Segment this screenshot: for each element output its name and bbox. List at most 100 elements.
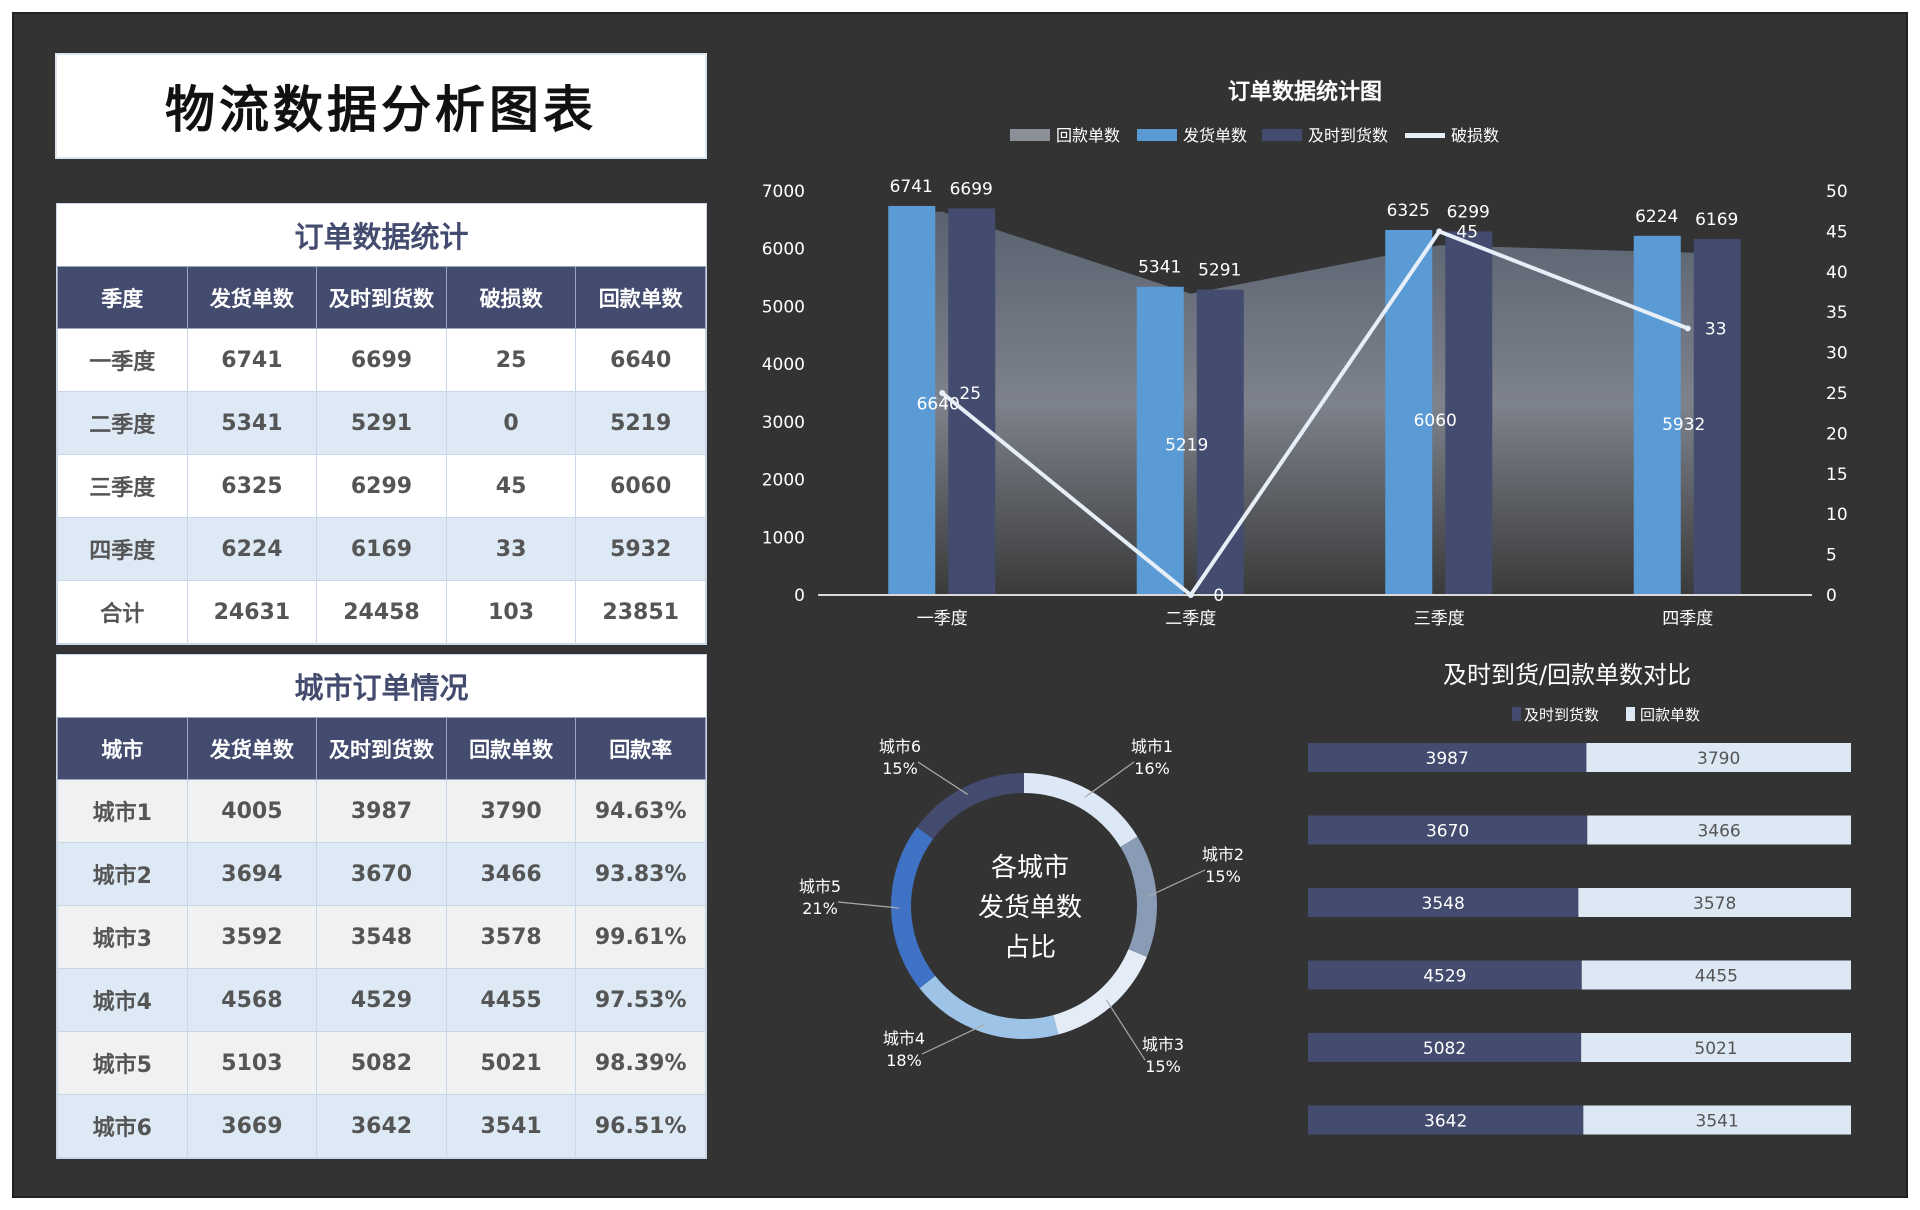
table-cell: 3548: [316, 905, 447, 969]
order-stats-table: 订单数据统计 季度 发货单数 及时到货数 破损数 回款单数 一季度 6741 6699 25 66…: [56, 203, 707, 645]
legend-label: 及时到货数: [1524, 706, 1599, 724]
donut-label-name: 城市4: [883, 1029, 925, 1048]
bar-data-label: 6741: [890, 177, 933, 197]
donut-slice-城市2: [1120, 836, 1157, 957]
bar-回款单数-城市3: [1578, 888, 1851, 917]
table-cell: 6640: [575, 328, 706, 392]
bar-及时到货数-城市4: [1308, 960, 1582, 990]
bar-data-label: 5341: [1138, 258, 1181, 278]
table-cell: 5082: [316, 1031, 447, 1095]
table-cell: 5932: [575, 517, 706, 581]
table-cell: 4005: [186, 779, 318, 843]
donut-slice-城市4: [919, 975, 1059, 1040]
table-cell: 103: [445, 580, 577, 644]
bar-发货单数-三季度: [1385, 229, 1433, 595]
table-row: 合计 24631 24458 103 23851: [57, 580, 706, 644]
legend-label: 回款单数: [1056, 126, 1120, 145]
donut-label-percent: 18%: [886, 1051, 922, 1070]
bar-data-label: 6224: [1635, 207, 1678, 227]
bar-data-label: 3790: [1697, 749, 1740, 769]
donut-center-label: 各城市: [991, 853, 1069, 883]
city-orders-table: 城市订单情况 城市 发货单数 及时到货数 回款单数 回款率 城市1 4005 3987 3790…: [56, 654, 707, 1159]
bar-data-label: 4455: [1695, 967, 1738, 987]
line-series-破损数: [940, 228, 1689, 598]
y-tick-label: 4000: [762, 355, 805, 375]
table-row: 二季度 5341 5291 0 5219: [57, 391, 706, 455]
legend-swatch-1: [1137, 129, 1177, 141]
bar-及时到货数-城市3: [1308, 888, 1579, 917]
leader-line: [1148, 869, 1206, 897]
leader-line: [1084, 761, 1135, 798]
y2-tick-label: 5: [1826, 546, 1837, 566]
column-header: 回款率: [575, 717, 706, 780]
table-cell: 93.83%: [575, 842, 706, 906]
y-tick-label: 6000: [762, 240, 805, 260]
column-header: 破损数: [445, 266, 577, 329]
table-cell: 3466: [445, 842, 577, 906]
bar-及时到货数-四季度: [1693, 238, 1741, 595]
table-row: 城市2 3694 3670 3466 93.83%: [57, 842, 706, 906]
table-cell: 97.53%: [575, 968, 706, 1032]
table-cell: 3987: [316, 779, 447, 843]
table-cell: 4455: [445, 968, 577, 1032]
bar-及时到货数-二季度: [1196, 289, 1244, 595]
table-row: 城市3 3592 3548 3578 99.61%: [57, 905, 706, 969]
bar-chart-title: 订单数据统计图: [1228, 79, 1382, 105]
bar-data-label: 3466: [1697, 822, 1740, 842]
donut-slice-城市3: [1053, 949, 1147, 1035]
donut-center-label: 发货单数: [978, 893, 1082, 923]
legend-label: 回款单数: [1640, 706, 1700, 724]
x-tick-label: 四季度: [1662, 609, 1713, 629]
table-row: 城市4 4568 4529 4455 97.53%: [57, 968, 706, 1032]
legend-label: 破损数: [1451, 126, 1499, 145]
bar-回款单数-城市1: [1586, 743, 1851, 772]
area-series-回款单数: [892, 211, 1738, 595]
y2-tick-label: 35: [1826, 303, 1848, 323]
table-cell: 3578: [445, 905, 577, 969]
line-data-label: 45: [1456, 222, 1478, 242]
y2-tick-label: 10: [1826, 505, 1848, 525]
donut-label-name: 城市6: [879, 737, 921, 756]
donut-label-name: 城市1: [1131, 737, 1173, 756]
column-header: 回款单数: [445, 717, 577, 780]
bar-回款单数-城市2: [1587, 815, 1851, 845]
x-tick-label: 二季度: [1165, 609, 1216, 629]
bar-及时到货数-城市2: [1308, 815, 1588, 845]
y-tick-label: 2000: [762, 471, 805, 491]
y2-tick-label: 15: [1826, 465, 1848, 485]
table-cell: 合计: [57, 580, 188, 644]
table-cell: 6169: [316, 517, 447, 581]
donut-slice-城市6: [916, 773, 1024, 839]
donut-label-percent: 15%: [1145, 1057, 1181, 1076]
table-cell: 96.51%: [575, 1094, 706, 1158]
column-header: 发货单数: [186, 717, 318, 780]
table-cell: 3642: [316, 1094, 447, 1158]
area-data-label: 5932: [1662, 415, 1705, 435]
table-cell: 城市4: [57, 968, 188, 1032]
y-tick-label: 3000: [762, 413, 805, 433]
bar-data-label: 3578: [1693, 894, 1736, 914]
table-cell: 三季度: [57, 454, 188, 518]
table-cell: 3790: [445, 779, 577, 843]
table-row: 城市5 5103 5082 5021 98.39%: [57, 1031, 706, 1095]
bar-data-label: 6699: [950, 179, 993, 199]
table-cell: 5021: [445, 1031, 577, 1095]
bar-发货单数-一季度: [888, 205, 936, 595]
city-table-title: 城市订单情况: [294, 671, 469, 705]
x-tick-label: 一季度: [917, 609, 968, 629]
bar-data-label: 3548: [1422, 894, 1465, 914]
bar-data-label: 6169: [1695, 210, 1738, 230]
donut-center-label: 占比: [1004, 933, 1056, 963]
leader-line: [921, 1024, 985, 1055]
column-header: 发货单数: [186, 266, 318, 329]
table-cell: 6699: [316, 328, 447, 392]
bar-data-label: 5021: [1694, 1039, 1737, 1059]
legend-swatch: [1626, 707, 1635, 721]
line-point: [939, 390, 946, 396]
table-cell: 3694: [186, 842, 318, 906]
bar-回款单数-城市6: [1583, 1105, 1851, 1135]
bar-data-label: 5082: [1423, 1039, 1466, 1059]
area-data-label: 5219: [1165, 435, 1208, 455]
leader-line: [917, 761, 968, 795]
